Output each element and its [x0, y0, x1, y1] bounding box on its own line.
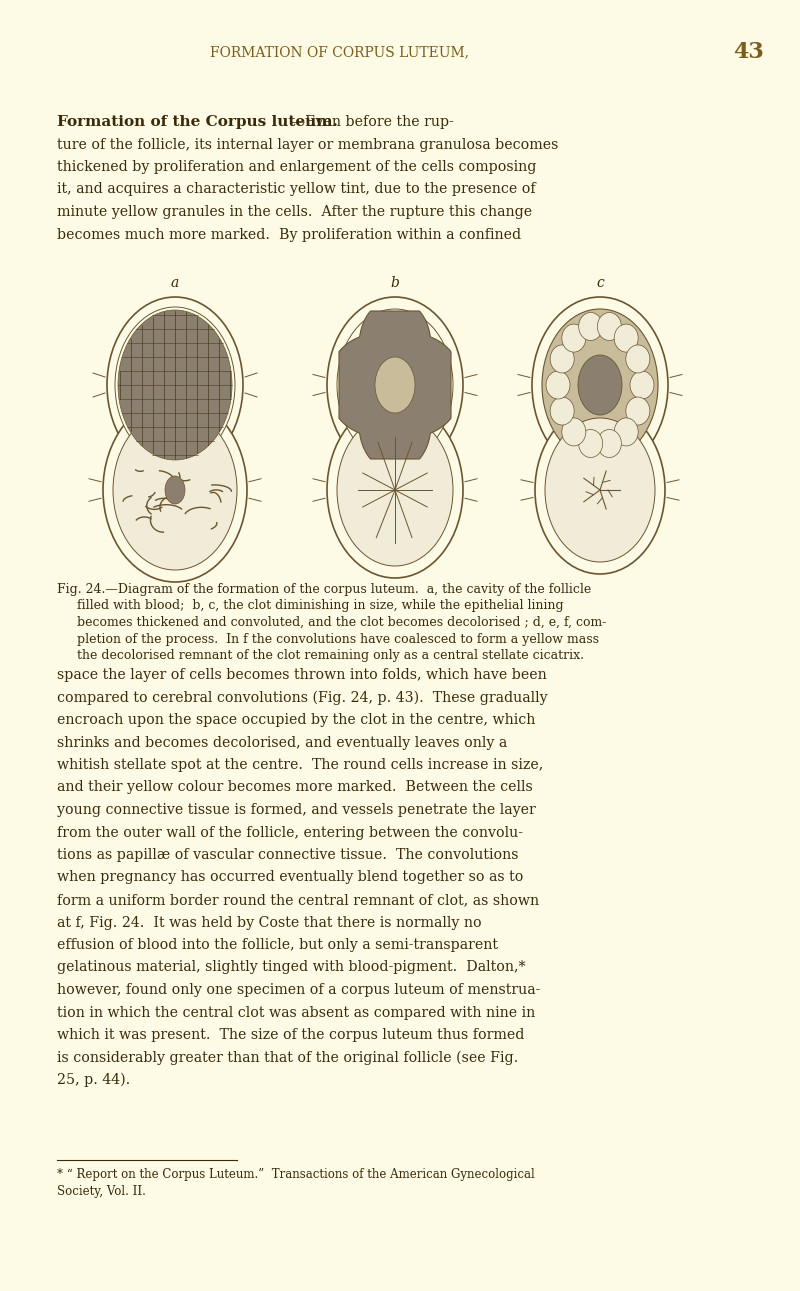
Text: * “ Report on the Corpus Luteum.”  Transactions of the American Gynecological: * “ Report on the Corpus Luteum.” Transa… [57, 1168, 534, 1181]
Text: and their yellow colour becomes more marked.  Between the cells: and their yellow colour becomes more mar… [57, 781, 533, 794]
Ellipse shape [115, 307, 235, 463]
Text: FORMATION OF CORPUS LUTEUM,: FORMATION OF CORPUS LUTEUM, [210, 45, 470, 59]
Ellipse shape [327, 402, 463, 578]
Text: c: c [596, 276, 604, 290]
Ellipse shape [532, 297, 668, 473]
Ellipse shape [337, 309, 453, 461]
Text: ture of the follicle, its internal layer or membrana granulosa becomes: ture of the follicle, its internal layer… [57, 138, 558, 151]
Text: whitish stellate spot at the centre.  The round cells increase in size,: whitish stellate spot at the centre. The… [57, 758, 543, 772]
Ellipse shape [626, 345, 650, 373]
Text: at f, Fig. 24.  It was held by Coste that there is normally no: at f, Fig. 24. It was held by Coste that… [57, 915, 482, 930]
Text: when pregnancy has occurred eventually blend together so as to: when pregnancy has occurred eventually b… [57, 870, 523, 884]
Ellipse shape [113, 411, 237, 571]
Text: becomes thickened and convoluted, and the clot becomes decolorised ; d, e, f, co: becomes thickened and convoluted, and th… [77, 616, 606, 629]
Text: is considerably greater than that of the original follicle (see Fig.: is considerably greater than that of the… [57, 1051, 518, 1065]
Text: filled with blood;  b, c, the clot diminishing in size, while the epithelial lin: filled with blood; b, c, the clot dimini… [77, 599, 564, 612]
Text: thickened by proliferation and enlargement of the cells composing: thickened by proliferation and enlargeme… [57, 160, 536, 174]
Ellipse shape [103, 398, 247, 582]
Text: f: f [598, 377, 602, 391]
Text: encroach upon the space occupied by the clot in the centre, which: encroach upon the space occupied by the … [57, 713, 535, 727]
Text: tions as papillæ of vascular connective tissue.  The convolutions: tions as papillæ of vascular connective … [57, 848, 518, 862]
Ellipse shape [337, 414, 453, 565]
Ellipse shape [614, 324, 638, 352]
Ellipse shape [165, 476, 185, 503]
Ellipse shape [614, 418, 638, 445]
Text: pletion of the process.  In f the convolutions have coalesced to form a yellow m: pletion of the process. In f the convolu… [77, 633, 599, 646]
Ellipse shape [327, 297, 463, 473]
Ellipse shape [578, 355, 622, 414]
Text: —Even before the rup-: —Even before the rup- [291, 115, 454, 129]
Ellipse shape [598, 312, 622, 341]
Text: which it was present.  The size of the corpus luteum thus formed: which it was present. The size of the co… [57, 1028, 524, 1042]
Text: effusion of blood into the follicle, but only a semi-transparent: effusion of blood into the follicle, but… [57, 939, 498, 951]
Text: form a uniform border round the central remnant of clot, as shown: form a uniform border round the central … [57, 893, 539, 908]
Text: b: b [390, 276, 399, 290]
Ellipse shape [562, 324, 586, 352]
Text: tion in which the central clot was absent as compared with nine in: tion in which the central clot was absen… [57, 1006, 535, 1020]
Text: it, and acquires a characteristic yellow tint, due to the presence of: it, and acquires a characteristic yellow… [57, 182, 536, 196]
Text: space the layer of cells becomes thrown into folds, which have been: space the layer of cells becomes thrown … [57, 667, 546, 682]
Polygon shape [339, 311, 451, 460]
Text: Society, Vol. II.: Society, Vol. II. [57, 1185, 146, 1198]
Ellipse shape [578, 430, 602, 457]
Text: becomes much more marked.  By proliferation within a confined: becomes much more marked. By proliferati… [57, 227, 521, 241]
Text: d: d [170, 377, 179, 391]
Ellipse shape [542, 309, 658, 461]
Ellipse shape [562, 418, 586, 445]
Ellipse shape [550, 398, 574, 425]
Ellipse shape [107, 297, 243, 473]
Ellipse shape [630, 371, 654, 399]
Ellipse shape [545, 418, 655, 562]
Text: young connective tissue is formed, and vessels penetrate the layer: young connective tissue is formed, and v… [57, 803, 536, 817]
Ellipse shape [550, 345, 574, 373]
Text: 25, p. 44).: 25, p. 44). [57, 1073, 130, 1087]
Ellipse shape [535, 405, 665, 574]
Ellipse shape [578, 312, 602, 341]
Ellipse shape [375, 358, 415, 413]
Text: e: e [391, 377, 399, 391]
Text: Fig. 24.—Diagram of the formation of the corpus luteum.  a, the cavity of the fo: Fig. 24.—Diagram of the formation of the… [57, 584, 591, 596]
Text: Formation of the Corpus luteum.: Formation of the Corpus luteum. [57, 115, 338, 129]
Text: compared to cerebral convolutions (Fig. 24, p. 43).  These gradually: compared to cerebral convolutions (Fig. … [57, 691, 548, 705]
Text: however, found only one specimen of a corpus luteum of menstrua-: however, found only one specimen of a co… [57, 982, 540, 997]
Text: the decolorised remnant of the clot remaining only as a central stellate cicatri: the decolorised remnant of the clot rema… [77, 649, 584, 662]
Text: shrinks and becomes decolorised, and eventually leaves only a: shrinks and becomes decolorised, and eve… [57, 736, 507, 750]
Ellipse shape [626, 398, 650, 425]
Ellipse shape [598, 430, 622, 457]
Text: gelatinous material, slightly tinged with blood-pigment.  Dalton,*: gelatinous material, slightly tinged wit… [57, 961, 526, 975]
Text: 43: 43 [733, 41, 763, 63]
Text: a: a [171, 276, 179, 290]
Ellipse shape [546, 371, 570, 399]
Text: minute yellow granules in the cells.  After the rupture this change: minute yellow granules in the cells. Aft… [57, 205, 532, 219]
Text: from the outer wall of the follicle, entering between the convolu-: from the outer wall of the follicle, ent… [57, 825, 523, 839]
Ellipse shape [118, 310, 232, 460]
